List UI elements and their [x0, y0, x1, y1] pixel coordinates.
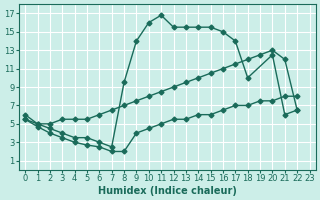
X-axis label: Humidex (Indice chaleur): Humidex (Indice chaleur) [98, 186, 237, 196]
